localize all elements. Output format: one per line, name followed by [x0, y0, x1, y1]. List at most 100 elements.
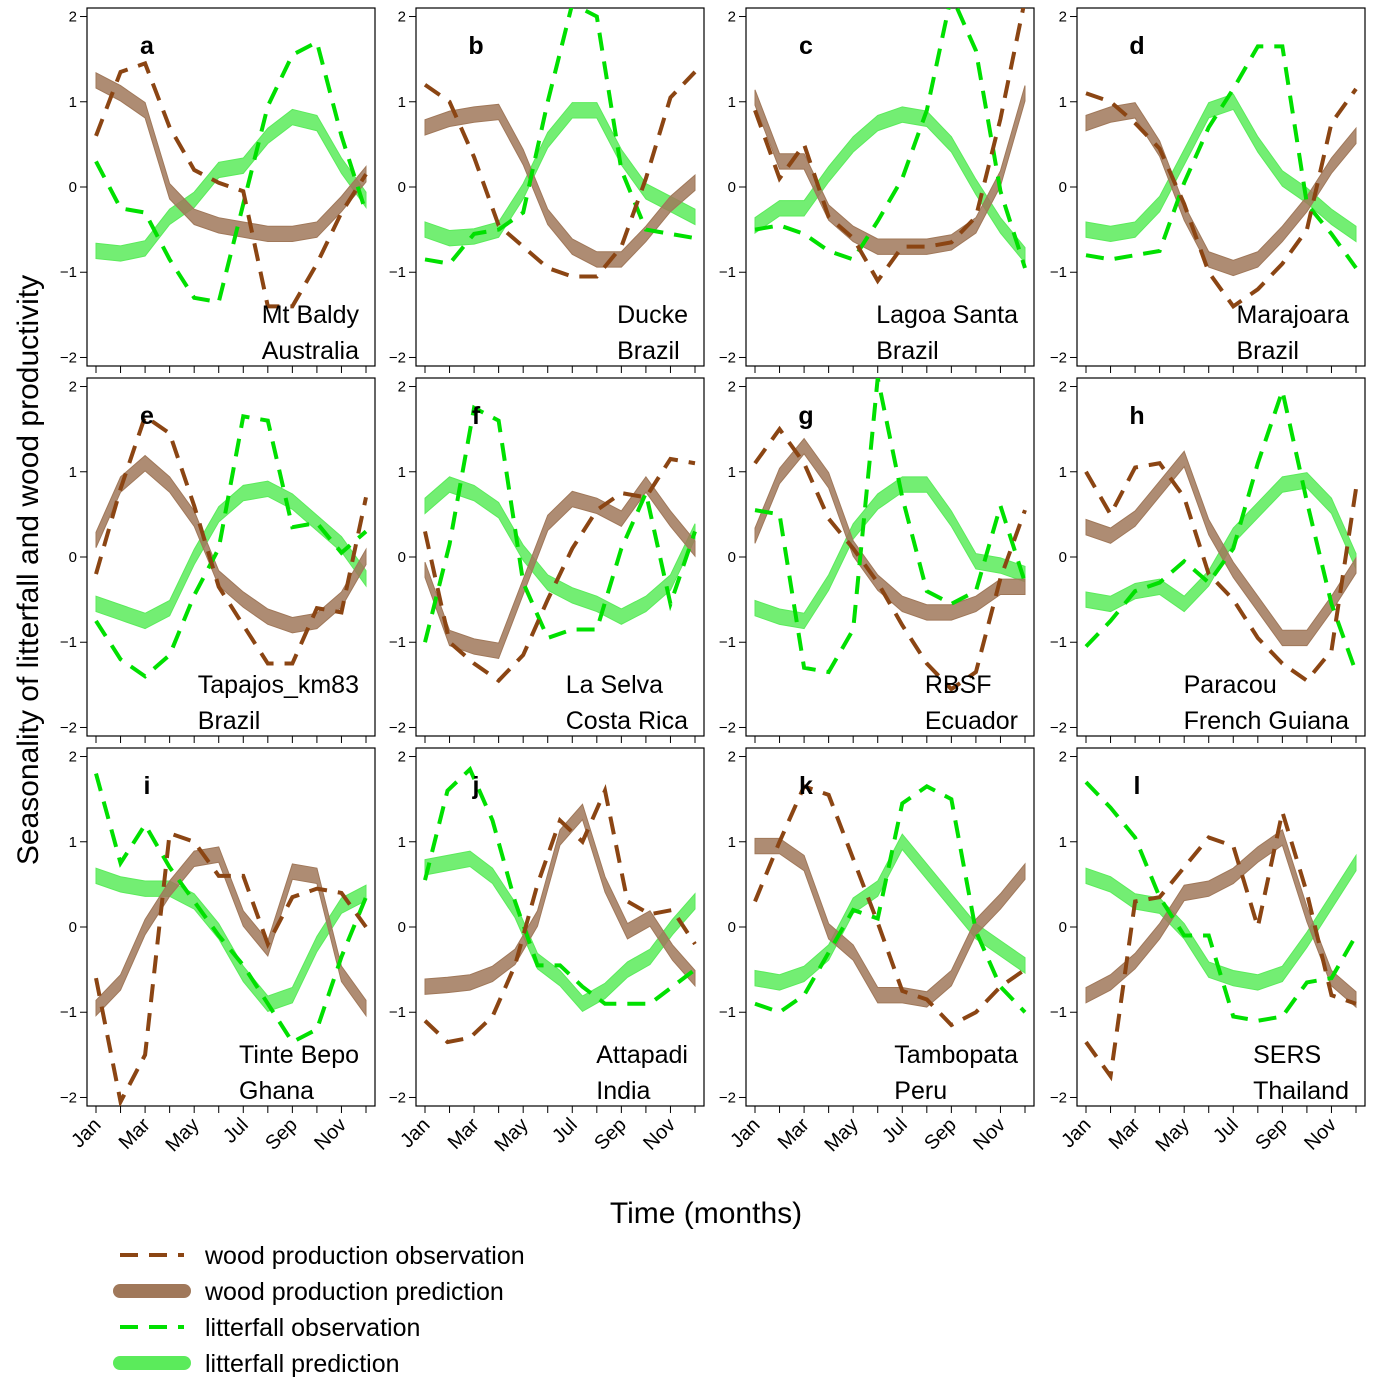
y-tick-label: 2: [728, 749, 736, 766]
wood-prediction-band: [754, 437, 1026, 621]
y-tick-label: −1: [1050, 264, 1067, 281]
plot-area: [753, 783, 1027, 1028]
y-tick-label: −1: [389, 264, 406, 281]
x-tick-label: Sep: [590, 1114, 631, 1155]
panel-a: −2 −1 0 1 2 a Mt Baldy Australia: [60, 7, 376, 373]
y-tick-label: 2: [69, 749, 77, 766]
y-tick-label: 1: [1059, 94, 1067, 111]
y-tick-label: −2: [1050, 719, 1067, 736]
panel-k: −2 −1 0 1 2 Jan Mar May Jul Sep Nov k Tambopata Peru: [719, 747, 1035, 1156]
panel-f: −2 −1 0 1 2 f La Selva Costa Rica: [389, 377, 705, 743]
panel-g: −2 −1 0 1 2 g RBSF Ecuador: [719, 377, 1035, 743]
site-country: India: [596, 1077, 650, 1105]
litterfall-prediction-band: [1085, 853, 1357, 991]
litterfall-observation-line: [424, 8, 696, 266]
plot-area: [1084, 780, 1358, 1082]
wood-observation-line: [753, 8, 1026, 285]
litterfall-observation-line: [423, 765, 697, 1006]
y-tick-label: 2: [398, 379, 406, 396]
litterfall-observation-line: [754, 378, 1027, 675]
y-tick-label: 0: [398, 549, 406, 566]
panel-letter: k: [799, 772, 813, 800]
site-country: Brazil: [198, 707, 261, 735]
wood-observation-line: [94, 413, 368, 666]
litterfall-observation-line: [754, 784, 1027, 1015]
site-country: Ecuador: [925, 707, 1018, 735]
site-country: Ghana: [239, 1077, 314, 1105]
panel-letter: d: [1129, 32, 1144, 60]
x-tick-label: Jul: [219, 1114, 253, 1148]
y-tick-label: 1: [728, 464, 736, 481]
legend: wood production observation wood producti…: [113, 1242, 525, 1378]
y-tick-label: 0: [1059, 919, 1067, 936]
y-tick-label: −1: [719, 1004, 736, 1021]
y-tick-label: −1: [719, 634, 736, 651]
y-tick-label: 0: [69, 549, 77, 566]
site-name: Lagoa Santa: [876, 301, 1018, 329]
y-tick-label: 2: [1059, 749, 1067, 766]
y-tick-label: 1: [69, 464, 77, 481]
panel-grid: −2 −1 0 1 2 a Mt Baldy Australia −2 −1 0 1 2 b Ducke Br…: [60, 7, 1366, 1156]
legend-label: wood production observation: [204, 1242, 525, 1270]
plot-area: [1085, 44, 1358, 310]
wood-prediction-band: [1085, 829, 1357, 1009]
wood-observation-line: [94, 60, 368, 309]
panel-letter: b: [468, 32, 483, 60]
panel-letter: e: [140, 402, 154, 430]
litterfall-observation-line: [94, 414, 368, 679]
litterfall-observation-line: [423, 404, 697, 643]
plot-area: [423, 404, 697, 684]
x-tick-label: Jan: [396, 1114, 434, 1152]
y-axis-title: Seasonality of litterfall and wood produ…: [12, 275, 45, 865]
y-tick-label: −2: [389, 349, 406, 366]
y-tick-label: −2: [60, 719, 77, 736]
plot-area: [423, 765, 697, 1045]
panel-letter: l: [1134, 772, 1141, 800]
y-tick-label: 1: [1059, 464, 1067, 481]
site-country: Brazil: [617, 337, 680, 365]
y-tick-label: −1: [60, 1004, 77, 1021]
site-country: Peru: [894, 1077, 947, 1105]
y-tick-label: 0: [1059, 549, 1067, 566]
y-tick-label: −1: [389, 1004, 406, 1021]
wood-observation-line: [1085, 87, 1358, 310]
litterfall-prediction-band: [95, 480, 367, 630]
y-tick-label: 0: [728, 919, 736, 936]
y-tick-label: 0: [398, 919, 406, 936]
y-tick-label: 0: [69, 179, 77, 196]
panel-j: −2 −1 0 1 2 Jan Mar May Jul Sep Nov j Attapadi India: [389, 747, 705, 1156]
x-tick-label: Mar: [444, 1114, 484, 1154]
wood-prediction-band: [754, 837, 1026, 1008]
site-name: Marajoara: [1236, 301, 1349, 329]
x-tick-label: May: [820, 1114, 862, 1156]
x-tick-label: Jul: [548, 1114, 582, 1148]
panel-letter: f: [472, 402, 481, 430]
y-tick-label: 2: [398, 9, 406, 26]
y-tick-label: 0: [728, 179, 736, 196]
litterfall-prediction-band: [754, 833, 1026, 991]
site-name: Ducke: [617, 301, 688, 329]
y-tick-label: 0: [1059, 179, 1067, 196]
wood-observation-line: [753, 425, 1027, 692]
wood-observation-line: [1084, 461, 1358, 684]
x-tick-label: Jul: [1209, 1114, 1243, 1148]
litterfall-observation-line: [1084, 383, 1358, 673]
y-tick-label: −2: [60, 349, 77, 366]
site-name: La Selva: [566, 671, 663, 699]
wood-observation-line: [94, 830, 368, 1106]
x-tick-label: Nov: [310, 1114, 351, 1155]
y-tick-label: 1: [69, 834, 77, 851]
y-tick-label: −1: [389, 634, 406, 651]
y-tick-label: −2: [719, 349, 736, 366]
wood-prediction-band: [95, 71, 367, 243]
x-tick-label: Jan: [1057, 1114, 1095, 1152]
x-tick-label: Jan: [67, 1114, 105, 1152]
x-tick-label: May: [161, 1114, 203, 1156]
plot-area: [753, 8, 1027, 285]
litterfall-observation-line: [94, 773, 368, 1045]
plot-area: [753, 378, 1027, 692]
plot-area: [1084, 383, 1358, 684]
panel-letter: h: [1129, 402, 1144, 430]
wood-prediction-band: [95, 846, 367, 1018]
